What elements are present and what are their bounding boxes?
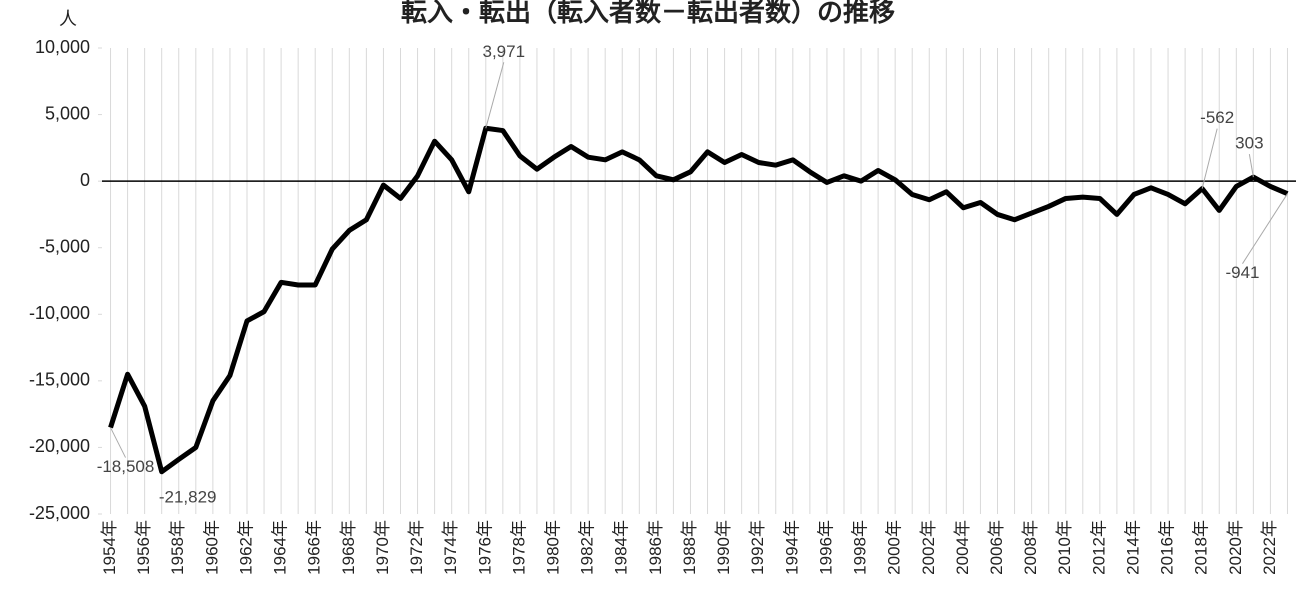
x-tick-label: 1992年 [748,520,767,575]
data-label: -941 [1225,263,1259,282]
leader-line [1242,193,1288,264]
x-tick-label: 1986年 [646,520,665,575]
data-label: 303 [1235,134,1263,153]
x-tick-label: 2000年 [885,520,904,575]
x-tick-label: 1956年 [134,520,153,575]
x-tick-label: 1990年 [714,520,733,575]
x-tick-label: 1972年 [407,520,426,575]
data-label: -18,508 [97,457,155,476]
x-tick-label: 2002年 [919,520,938,575]
y-tick-label: 10,000 [35,37,90,57]
y-tick-label: -10,000 [29,303,90,323]
x-tick-label: 1954年 [100,520,119,575]
data-label: 3,971 [483,42,526,61]
x-tick-label: 1966年 [305,520,324,575]
x-tick-label: 2008年 [1021,520,1040,575]
leader-line [1201,128,1218,189]
y-tick-label: -20,000 [29,436,90,456]
x-tick-label: 1982年 [578,520,597,575]
chart-title: 転入・転出（転入者数－転出者数）の推移 [401,0,895,27]
y-tick-label: -15,000 [29,370,90,390]
leader-line [110,427,126,458]
y-tick-label: 0 [80,170,90,190]
x-tick-label: 2022年 [1260,520,1279,575]
x-tick-label: 2004年 [953,520,972,575]
leader-line [485,62,505,129]
x-tick-label: 1962年 [236,520,255,575]
x-tick-label: 1974年 [441,520,460,575]
x-tick-label: 2012年 [1089,520,1108,575]
x-tick-label: 1998年 [851,520,870,575]
x-tick-label: 1994年 [782,520,801,575]
x-tick-label: 2006年 [987,520,1006,575]
x-tick-label: 1980年 [543,520,562,575]
y-tick-label: -25,000 [29,503,90,523]
x-tick-label: 2010年 [1055,520,1074,575]
x-tick-label: 1958年 [168,520,187,575]
x-tick-label: 1996年 [816,520,835,575]
y-axis-label: 人 [59,9,77,29]
x-tick-label: 1978年 [509,520,528,575]
x-tick-label: 1968年 [339,520,358,575]
data-label: -562 [1200,108,1234,127]
x-tick-label: 2016年 [1158,520,1177,575]
data-line [108,125,1289,475]
x-tick-label: 2018年 [1192,520,1211,575]
x-tick-label: 2014年 [1123,520,1142,575]
x-tick-label: 2020年 [1226,520,1245,575]
x-tick-label: 1976年 [475,520,494,575]
x-tick-label: 1984年 [612,520,631,575]
x-tick-label: 1970年 [373,520,392,575]
y-tick-label: -5,000 [39,236,90,256]
x-tick-label: 1964年 [271,520,290,575]
y-tick-label: 5,000 [45,103,90,123]
leader-line [1248,154,1254,178]
x-tick-label: 1960年 [202,520,221,575]
x-tick-label: 1988年 [680,520,699,575]
data-label: -21,829 [159,487,217,506]
